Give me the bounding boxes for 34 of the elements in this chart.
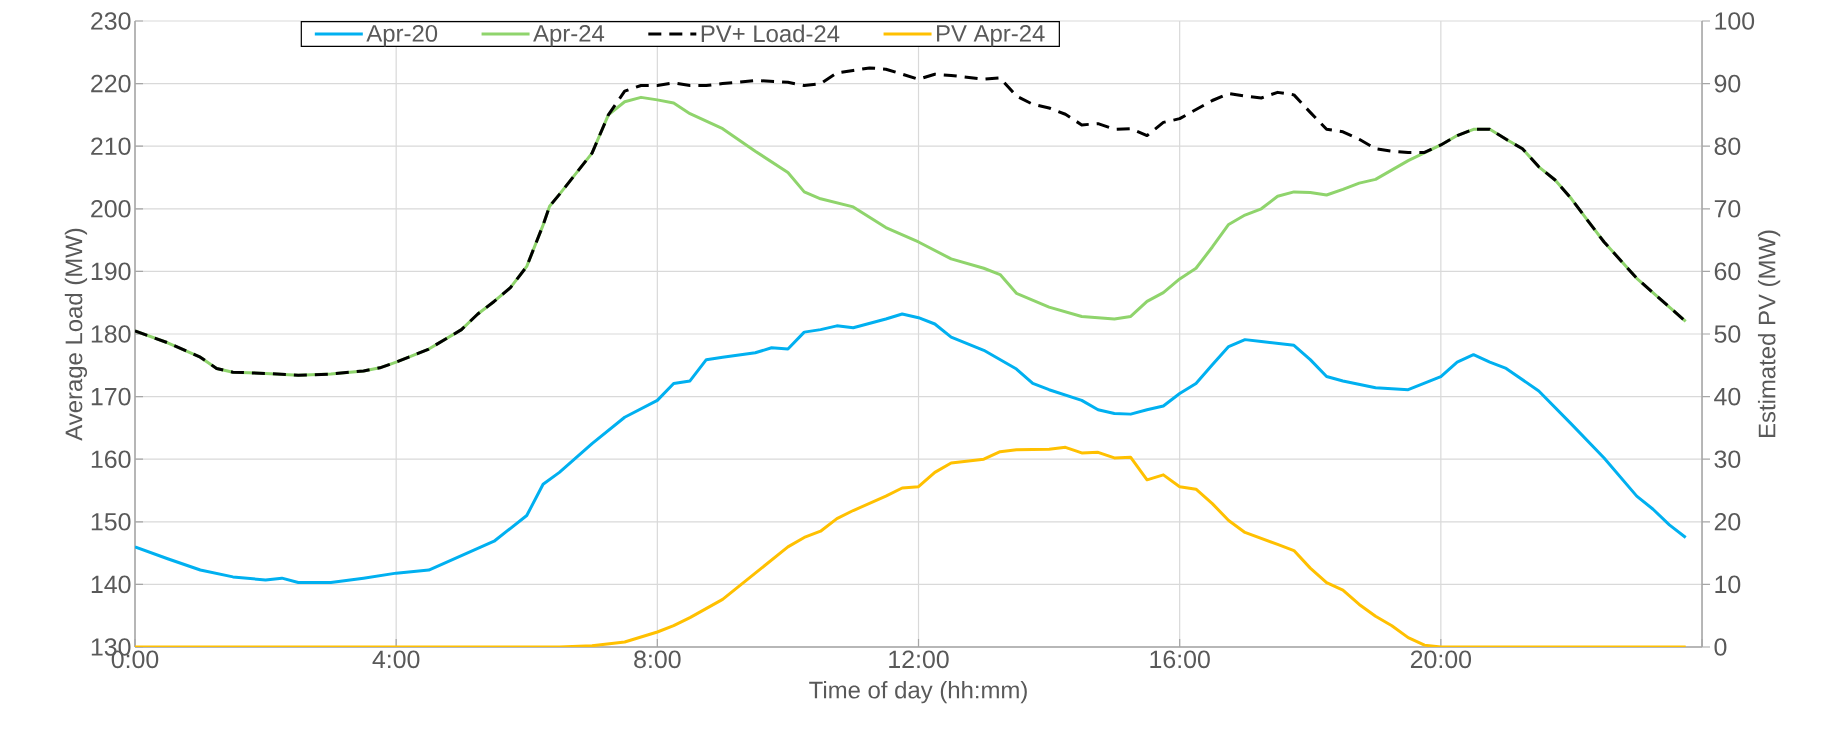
y-tick-label: 160 (91, 450, 131, 469)
y-tick-label: 190 (91, 262, 131, 281)
y-tick-label: 180 (91, 325, 131, 343)
y2-axis-title: Estimated PV (MW) (1757, 230, 1781, 437)
y2-tick-label: 60 (1714, 262, 1741, 281)
y2-tick-label: 30 (1714, 450, 1741, 469)
line-series (135, 312, 1688, 585)
y2-tick-label: 70 (1714, 199, 1741, 218)
y2-tick-label: 50 (1714, 325, 1741, 343)
y2-tick-label: 80 (1714, 137, 1741, 156)
y-tick-label: 200 (91, 199, 131, 218)
y-tick-label: 140 (91, 575, 131, 594)
legend-label: Apr-20 (366, 24, 438, 47)
legend-label: Apr-24 (533, 24, 605, 47)
y-tick-label: 150 (91, 512, 131, 531)
x-tick-label: 12:00 (889, 650, 949, 669)
x-axis-title: Time of day (hh:mm) (809, 680, 1027, 704)
y-tick-label: 220 (91, 74, 131, 93)
x-tick-label: 20:00 (1410, 650, 1472, 669)
y-tick-label: 210 (91, 137, 131, 156)
y2-tick-label: 0 (1714, 638, 1727, 656)
y-tick-label: 170 (91, 387, 131, 406)
y2-tick-label: 100 (1715, 12, 1755, 30)
y-tick-label: 230 (91, 12, 131, 30)
x-tick-label: 4:00 (372, 650, 420, 669)
y2-tick-label: 40 (1714, 387, 1741, 406)
x-tick-label: 16:00 (1150, 650, 1210, 669)
x-tick-label: 8:00 (634, 650, 681, 669)
legend-label: PV+ Load-24 (701, 24, 840, 43)
y2-tick-label: 10 (1715, 575, 1741, 594)
legend-label: PV Apr-24 (937, 24, 1045, 47)
y2-tick-label: 90 (1714, 74, 1741, 93)
y-axis-title: Average Load (MW) (64, 228, 88, 441)
y2-tick-label: 20 (1714, 512, 1741, 531)
